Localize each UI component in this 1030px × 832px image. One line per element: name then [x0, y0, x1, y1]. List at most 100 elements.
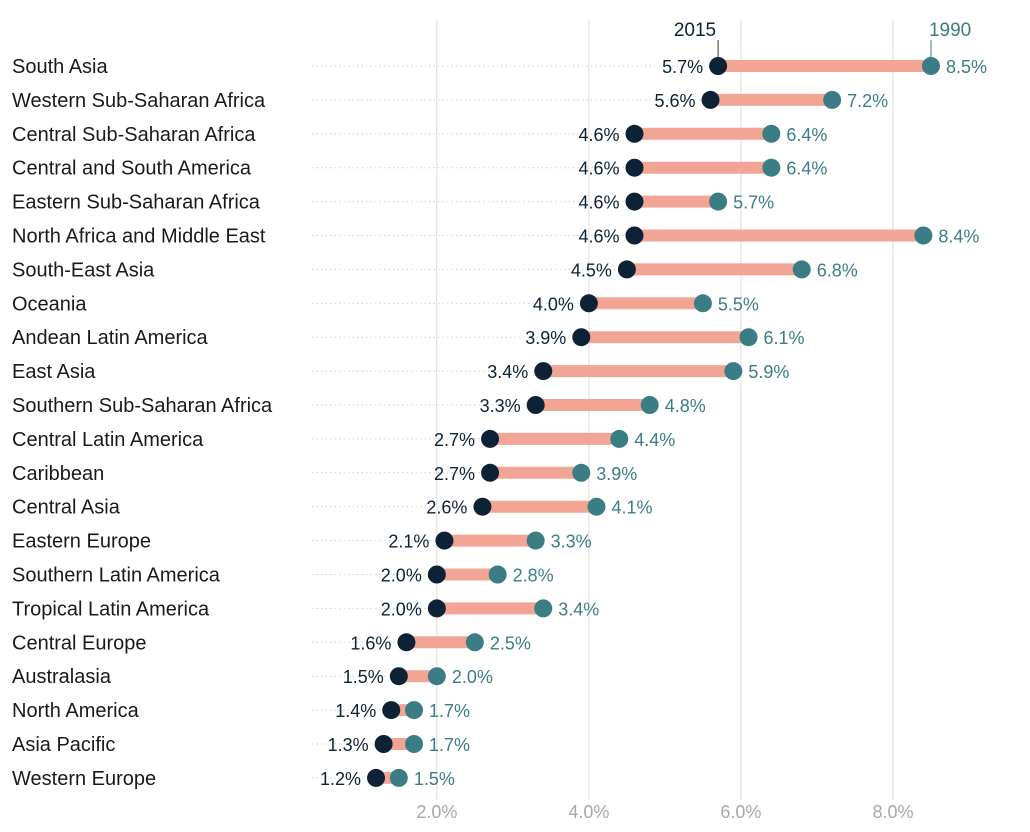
grid-layer: 2.0% 4.0% 6.0% 8.0% — [416, 20, 913, 822]
value-label-1990: 4.8% — [665, 396, 706, 416]
category-label: Central Europe — [12, 632, 147, 654]
point-1990 — [526, 531, 545, 550]
point-1990 — [405, 735, 424, 753]
point-1990 — [762, 158, 781, 177]
point-1990 — [724, 362, 743, 381]
category-label: Southern Latin America — [12, 565, 221, 587]
category-label: Andean Latin America — [12, 327, 209, 349]
point-2015 — [427, 599, 446, 618]
connector-layer — [376, 60, 931, 784]
value-label-1990: 1.5% — [414, 769, 455, 789]
point-2015 — [389, 667, 408, 686]
category-label: Caribbean — [12, 463, 104, 485]
value-label-1990: 3.3% — [551, 532, 592, 552]
value-label-1990: 1.7% — [429, 701, 470, 721]
point-1990 — [405, 701, 424, 720]
dot-layer — [367, 57, 940, 787]
point-2015 — [625, 158, 644, 177]
category-label: Australasia — [12, 666, 112, 688]
value-label-2015: 3.3% — [480, 396, 521, 416]
value-label-1990: 6.1% — [764, 328, 805, 348]
point-2015 — [473, 497, 492, 516]
point-2015 — [367, 768, 386, 787]
value-label-2015: 5.6% — [654, 91, 695, 111]
point-2015 — [481, 463, 500, 482]
value-label-2015: 4.5% — [571, 260, 612, 280]
value-label-2015: 4.6% — [578, 227, 619, 247]
category-label: Southern Sub-Saharan Africa — [12, 395, 273, 417]
value-label-2015: 3.9% — [525, 328, 566, 348]
value-label-1990: 2.8% — [513, 566, 554, 586]
category-label: Oceania — [12, 293, 87, 315]
category-label: East Asia — [12, 361, 96, 383]
category-label: South Asia — [12, 56, 109, 78]
point-1990 — [640, 396, 659, 414]
value-label-2015: 1.3% — [328, 735, 369, 755]
value-label-1990: 7.2% — [847, 91, 888, 111]
value-label-2015: 4.6% — [578, 125, 619, 145]
point-1990 — [709, 192, 728, 211]
point-1990 — [792, 260, 811, 279]
category-label: North America — [12, 700, 140, 722]
value-label-1990: 8.5% — [946, 57, 987, 77]
value-label-1990: 3.4% — [558, 599, 599, 619]
value-label-2015: 4.0% — [533, 294, 574, 314]
point-1990 — [572, 463, 591, 482]
value-label-1990: 2.5% — [490, 633, 531, 653]
row-guide-layer — [312, 65, 709, 779]
x-tick-label: 4.0% — [568, 802, 609, 822]
point-2015 — [481, 429, 500, 448]
value-label-1990: 8.4% — [938, 227, 979, 247]
value-label-1990: 5.7% — [733, 193, 774, 213]
point-2015 — [709, 57, 728, 75]
value-label-1990: 4.1% — [611, 498, 652, 518]
category-label: Central Asia — [12, 497, 121, 519]
point-1990 — [488, 565, 507, 584]
legend-label-2015: 2015 — [674, 20, 716, 41]
point-1990 — [587, 497, 606, 516]
label-layer: South Asia 5.7% 8.5% Western Sub-Saharan Af… — [12, 56, 987, 790]
category-label: Central Sub-Saharan Africa — [12, 124, 256, 146]
value-label-2015: 2.1% — [388, 532, 429, 552]
point-2015 — [625, 192, 644, 211]
point-1990 — [823, 90, 842, 109]
value-label-1990: 3.9% — [596, 464, 637, 484]
point-1990 — [534, 599, 553, 618]
value-label-2015: 2.7% — [434, 430, 475, 450]
point-1990 — [427, 667, 446, 686]
point-2015 — [382, 701, 401, 720]
legend-label-1990: 1990 — [929, 20, 971, 41]
point-2015 — [397, 633, 416, 652]
value-label-2015: 1.5% — [343, 667, 384, 687]
point-1990 — [921, 57, 940, 75]
point-2015 — [427, 565, 446, 584]
category-label: Western Sub-Saharan Africa — [12, 90, 266, 112]
point-1990 — [610, 429, 629, 448]
value-label-2015: 4.6% — [578, 159, 619, 179]
legend: 2015 1990 — [674, 20, 971, 57]
point-2015 — [625, 226, 644, 245]
x-tick-label: 2.0% — [416, 802, 457, 822]
point-2015 — [534, 362, 553, 381]
category-label: Central Latin America — [12, 429, 204, 451]
point-2015 — [572, 328, 591, 347]
value-label-2015: 4.6% — [578, 193, 619, 213]
point-2015 — [625, 124, 644, 143]
category-label: Central and South America — [12, 158, 252, 180]
category-label: South-East Asia — [12, 259, 155, 281]
value-label-2015: 2.0% — [381, 566, 422, 586]
value-label-1990: 4.4% — [634, 430, 675, 450]
value-label-1990: 6.8% — [817, 260, 858, 280]
value-label-1990: 6.4% — [786, 159, 827, 179]
category-label: Tropical Latin America — [12, 598, 210, 620]
x-tick-label: 8.0% — [872, 802, 913, 822]
value-label-2015: 2.0% — [381, 599, 422, 619]
value-label-1990: 1.7% — [429, 735, 470, 755]
value-label-2015: 1.2% — [320, 769, 361, 789]
value-label-1990: 2.0% — [452, 667, 493, 687]
point-2015 — [435, 531, 454, 550]
point-2015 — [617, 260, 636, 279]
value-label-2015: 1.6% — [350, 633, 391, 653]
category-label: Eastern Sub-Saharan Africa — [12, 192, 261, 214]
